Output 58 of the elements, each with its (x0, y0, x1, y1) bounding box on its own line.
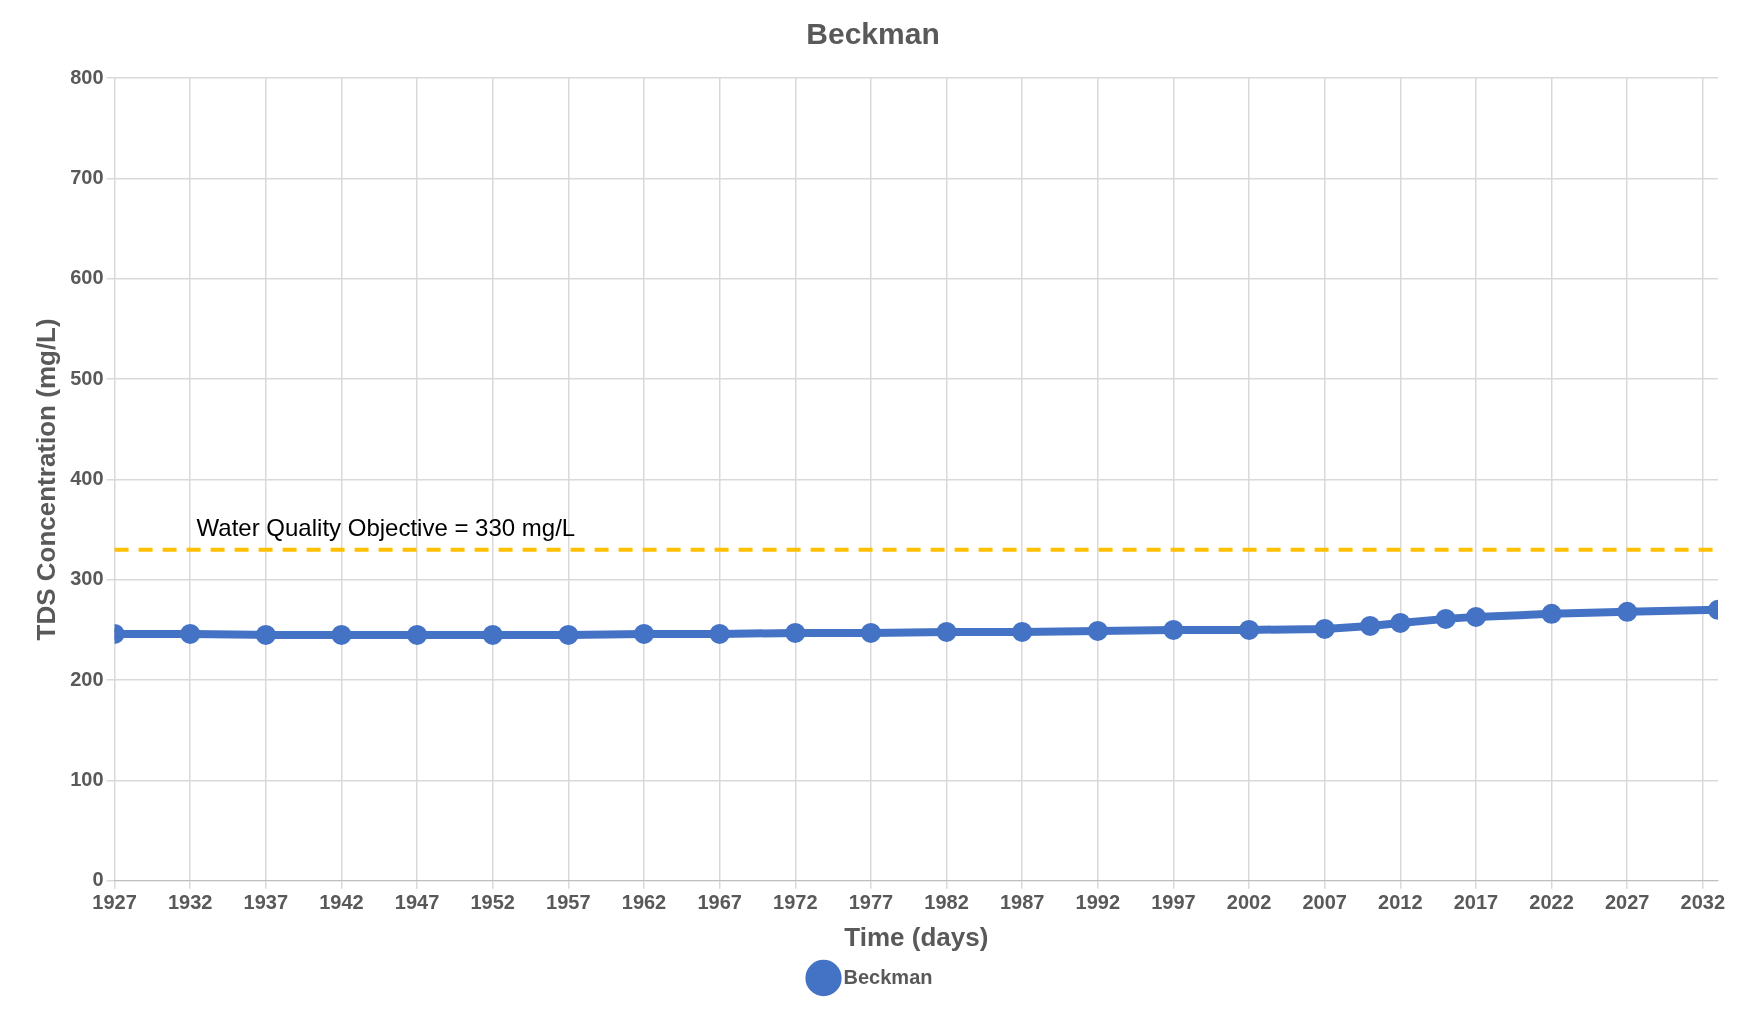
y-tick-label: 200 (70, 667, 104, 690)
point (558, 624, 579, 645)
x-tick-label: 2027 (1604, 891, 1650, 914)
x-tick-label: 1947 (394, 891, 440, 914)
point (1617, 601, 1638, 622)
point (634, 623, 654, 644)
x-tick-label: 1937 (243, 891, 289, 914)
x-tick-label: 1927 (92, 891, 137, 914)
point (1541, 603, 1562, 624)
point (331, 624, 352, 645)
y-tick-label: 0 (92, 868, 104, 891)
point (1390, 612, 1411, 633)
point (785, 622, 806, 643)
x-tick-label: 1957 (546, 891, 591, 914)
point (860, 622, 881, 643)
point (1360, 615, 1381, 636)
point (936, 621, 957, 642)
y-tick-label: 100 (70, 767, 104, 790)
point (1465, 606, 1486, 627)
y-tick-label: 800 (70, 65, 104, 88)
x-tick-label: 1992 (1075, 891, 1121, 914)
point (255, 624, 276, 645)
legend-label: Beckman (843, 965, 933, 988)
point (482, 624, 503, 645)
point (1239, 619, 1260, 640)
x-tick-label: 1967 (697, 891, 742, 914)
point (1087, 620, 1108, 641)
y-tick-label: 500 (70, 366, 104, 389)
x-tick-label: 1977 (848, 891, 894, 914)
x-tick-label: 1982 (924, 891, 969, 914)
x-tick-label: 1962 (621, 891, 667, 914)
x-tick-label: 1987 (999, 891, 1045, 914)
point (407, 624, 428, 645)
ref-line-label: Water Quality Objective = 330 mg/L (196, 514, 576, 542)
point (1314, 618, 1335, 639)
point (1012, 621, 1033, 642)
x-tick-label: 2017 (1453, 891, 1499, 914)
x-axis-title: Time (days) (844, 921, 989, 952)
y-tick-label: 600 (70, 266, 104, 289)
x-tick-label: 2012 (1378, 891, 1423, 914)
chart-title: Beckman (806, 17, 940, 51)
y-tick-label: 400 (70, 466, 104, 489)
point (709, 623, 730, 644)
point (1163, 619, 1184, 640)
x-tick-label: 2007 (1302, 891, 1347, 914)
y-axis-title: TDS Concentration (mg/L) (30, 318, 61, 641)
point (1435, 608, 1456, 629)
x-tick-label: 1972 (773, 891, 818, 914)
x-tick-label: 1942 (319, 891, 364, 914)
x-tick-label: 2002 (1226, 891, 1272, 914)
x-tick-label: 2032 (1680, 891, 1726, 914)
x-tick-label: 1952 (470, 891, 515, 914)
x-tick-label: 1997 (1151, 891, 1196, 914)
y-tick-label: 700 (70, 165, 104, 188)
y-tick-label: 300 (70, 567, 104, 590)
x-tick-label: 1932 (167, 891, 213, 914)
x-tick-label: 2022 (1529, 891, 1574, 914)
point (180, 623, 201, 644)
